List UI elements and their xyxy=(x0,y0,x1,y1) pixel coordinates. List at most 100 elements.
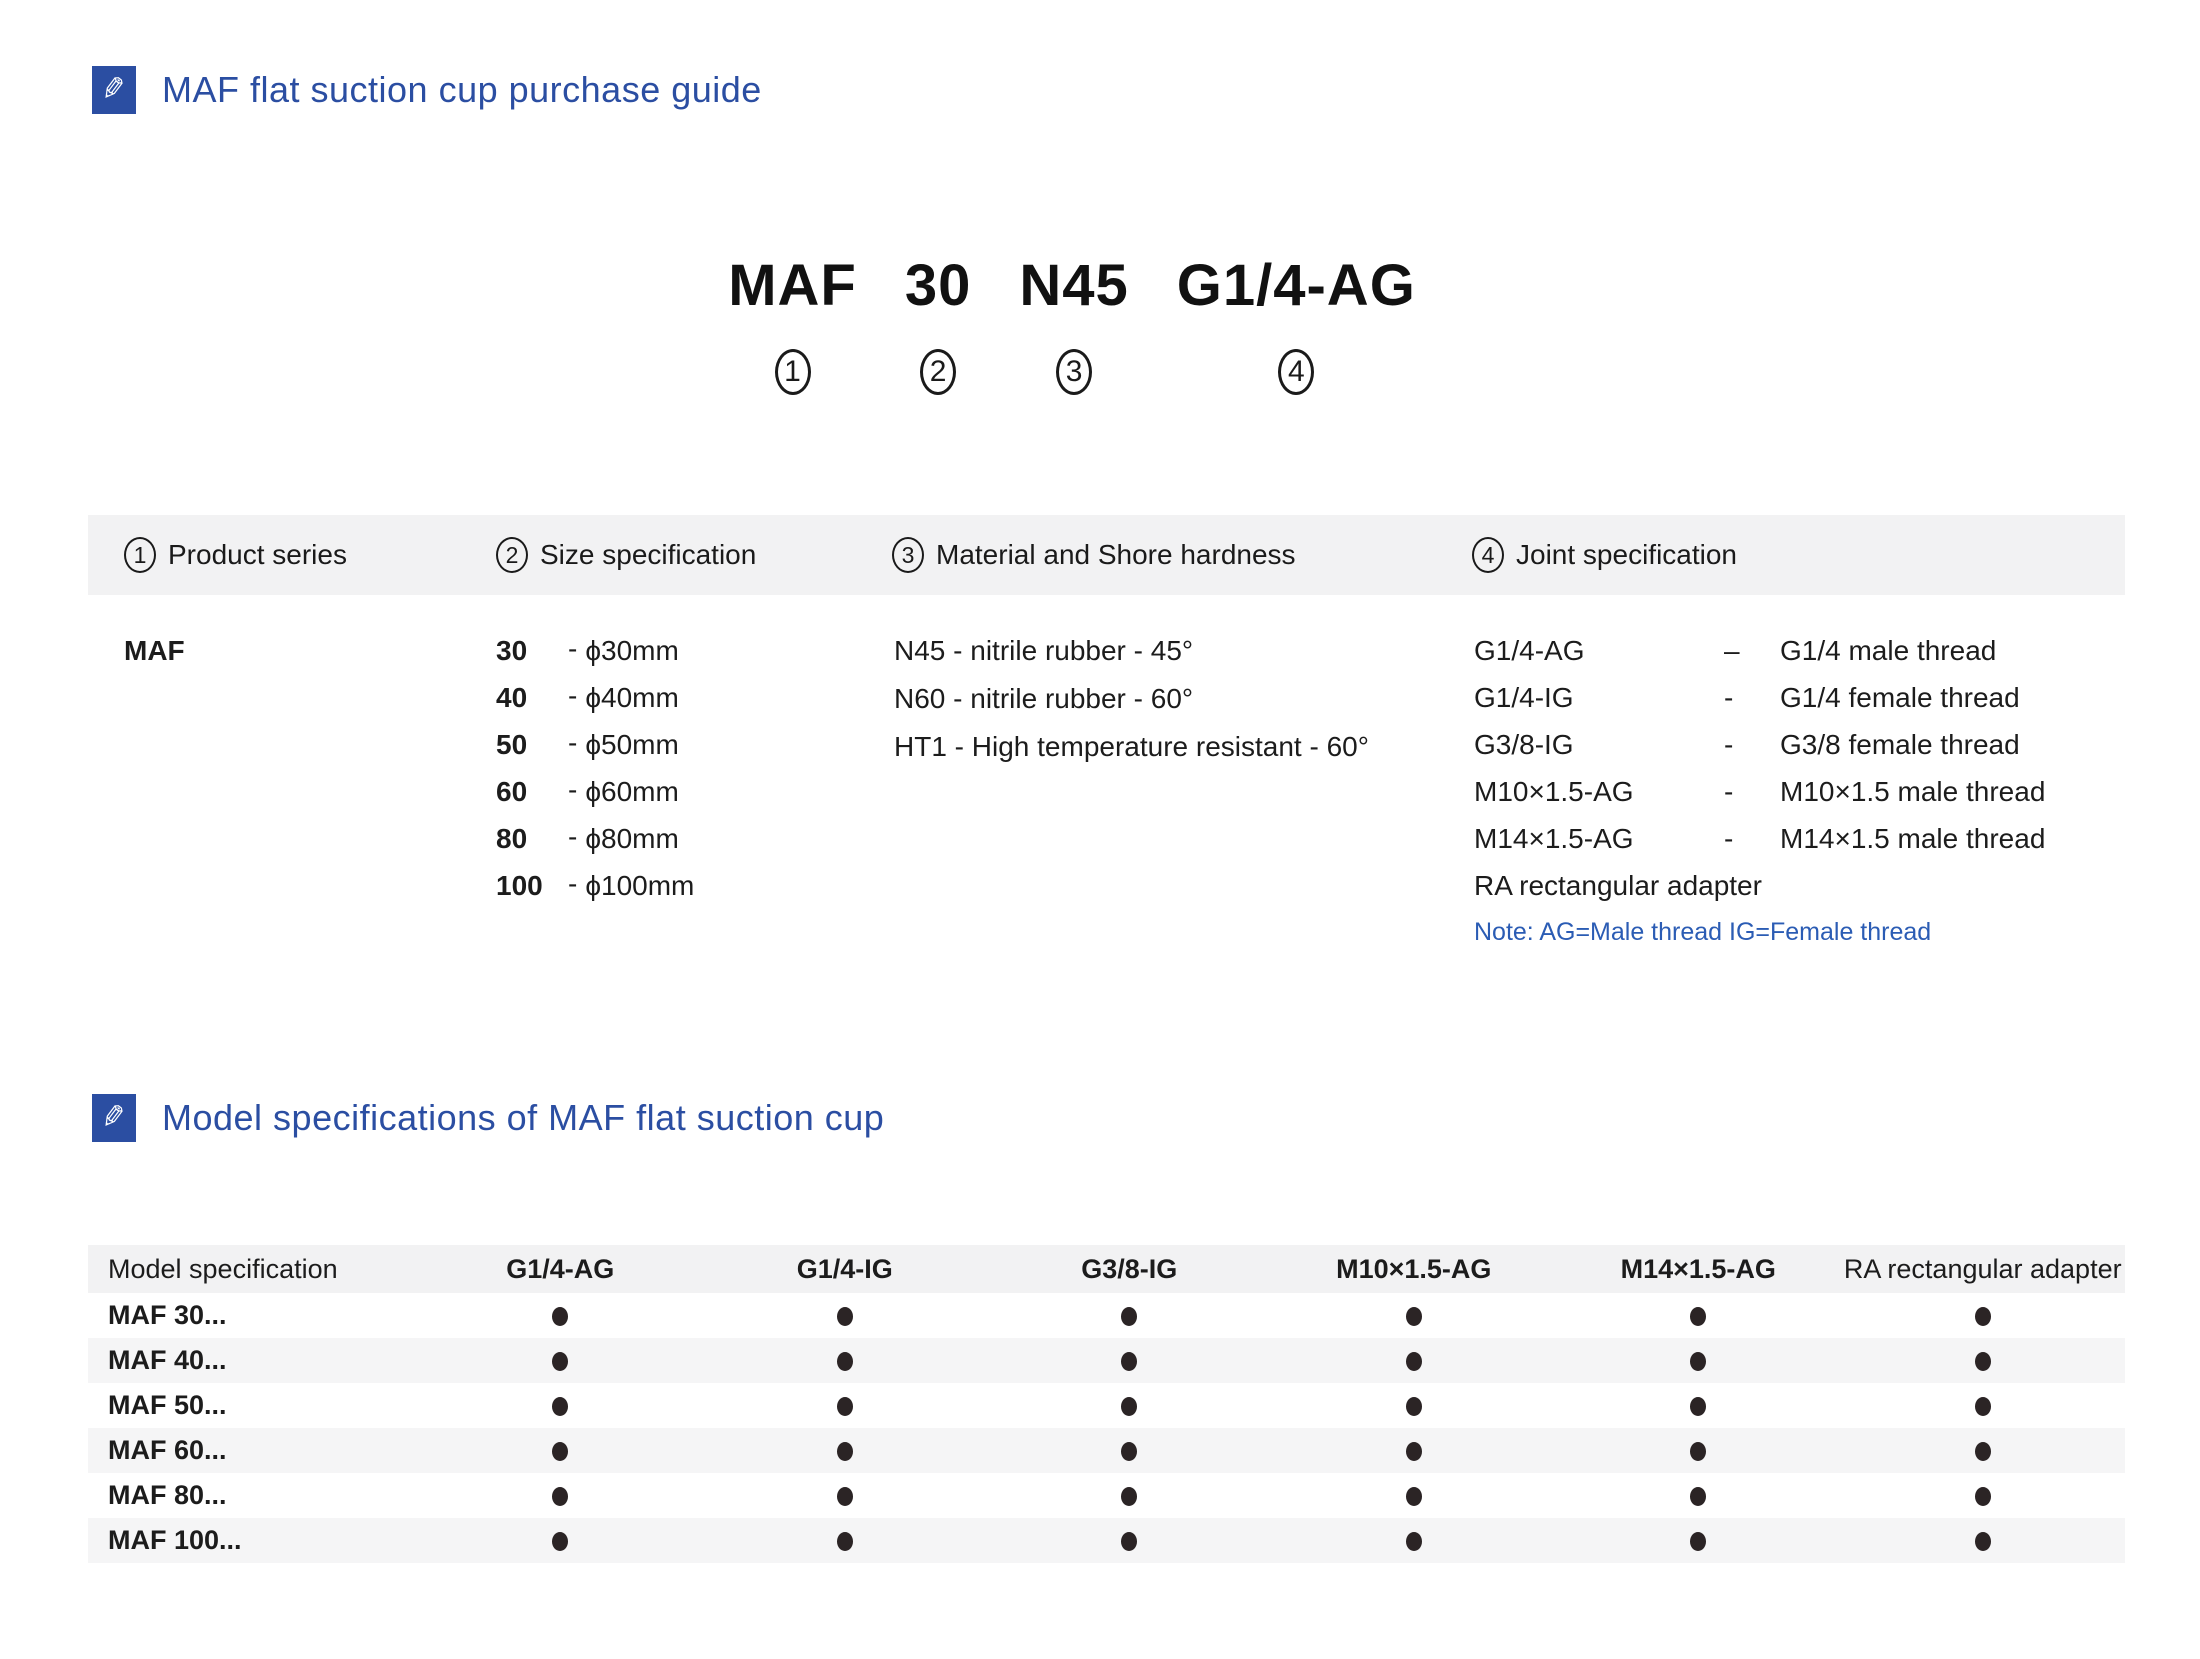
circled-number-4: 4 xyxy=(1472,537,1504,573)
availability-dot xyxy=(1556,1480,1841,1511)
circled-number-4: 4 xyxy=(1278,349,1315,395)
model-code-example: MAF 1 30 2 N45 3 G1/4-AG 4 xyxy=(0,252,2200,395)
size-list: 30 - ϕ30mm 40 - ϕ40mm 50 - ϕ50mm 60 - ϕ60mm … xyxy=(488,627,888,909)
circled-number-2: 2 xyxy=(920,349,957,395)
availability-dot xyxy=(703,1345,988,1376)
joint-item: M14×1.5-AG - M14×1.5 male thread xyxy=(1474,822,2046,854)
availability-dot xyxy=(703,1435,988,1466)
guide-table-body: MAF 30 - ϕ30mm 40 - ϕ40mm 50 - ϕ50mm 60 - ϕ6… xyxy=(88,595,2125,947)
circled-number-1: 1 xyxy=(124,537,156,573)
availability-dot xyxy=(418,1345,703,1376)
availability-dot xyxy=(418,1300,703,1331)
availability-dot xyxy=(1841,1435,2126,1466)
pencil-icon: ✎ xyxy=(92,66,136,114)
section-title: Model specifications of MAF flat suction… xyxy=(162,1097,885,1138)
spec-table-header: Model specification G1/4-AG G1/4-IG G3/8… xyxy=(88,1245,2125,1293)
column-header: G1/4-AG xyxy=(506,1253,615,1284)
column-label: Product series xyxy=(168,539,347,570)
availability-dot xyxy=(1272,1300,1557,1331)
table-row: MAF 30... xyxy=(88,1293,2125,1338)
material-item: HT1 - High temperature resistant - 60° xyxy=(894,731,1369,762)
availability-dot xyxy=(987,1480,1272,1511)
column-header: M14×1.5-AG xyxy=(1620,1253,1776,1284)
model-specs-header: ✎ Model specifications of MAF flat sucti… xyxy=(92,1094,884,1142)
code-part-size: 30 2 xyxy=(905,252,972,395)
joint-item: M10×1.5-AG - M10×1.5 male thread xyxy=(1474,775,2046,807)
column-header: RA rectangular adapter xyxy=(1843,1253,2122,1284)
table-row: MAF 100... xyxy=(88,1518,2125,1563)
availability-dot xyxy=(703,1480,988,1511)
availability-dot xyxy=(1556,1435,1841,1466)
header-size-specification: 2 Size specification xyxy=(488,537,888,573)
availability-dot xyxy=(1272,1345,1557,1376)
purchase-guide-header: ✎ MAF flat suction cup purchase guide xyxy=(92,66,762,114)
pencil-icon: ✎ xyxy=(92,1094,136,1142)
size-item: 80 - ϕ80mm xyxy=(496,820,679,854)
joint-list: G1/4-AG – G1/4 male thread G1/4-IG - G1/… xyxy=(1468,627,2125,947)
availability-dot xyxy=(418,1390,703,1421)
size-item: 40 - ϕ40mm xyxy=(496,679,679,713)
availability-dot xyxy=(1841,1390,2126,1421)
code-part-material: N45 3 xyxy=(1019,252,1128,395)
availability-dot xyxy=(703,1525,988,1556)
header-product-series: 1 Product series xyxy=(88,537,488,573)
availability-dot xyxy=(418,1480,703,1511)
circled-number-1: 1 xyxy=(774,349,811,395)
availability-dot xyxy=(1556,1525,1841,1556)
code-text: N45 xyxy=(1019,253,1129,318)
circled-number-2: 2 xyxy=(496,537,528,573)
availability-dot xyxy=(418,1525,703,1556)
column-label: Joint specification xyxy=(1516,539,1738,570)
availability-dot xyxy=(987,1435,1272,1466)
availability-dot xyxy=(1272,1390,1557,1421)
joint-ra-adapter: RA rectangular adapter xyxy=(1474,870,1762,901)
circled-number-3: 3 xyxy=(1056,349,1093,395)
size-item: 100 - ϕ100mm xyxy=(496,867,695,901)
code-part-joint: G1/4-AG 4 xyxy=(1177,252,1416,395)
availability-dot xyxy=(703,1300,988,1331)
joint-item: G1/4-IG - G1/4 female thread xyxy=(1474,681,2020,713)
product-series-value: MAF xyxy=(124,635,185,666)
header-joint-specification: 4 Joint specification xyxy=(1468,537,2125,573)
table-row: MAF 40... xyxy=(88,1338,2125,1383)
availability-dot xyxy=(1556,1390,1841,1421)
availability-dot xyxy=(987,1525,1272,1556)
page-title: MAF flat suction cup purchase guide xyxy=(162,69,762,110)
availability-dot xyxy=(987,1345,1272,1376)
table-row: MAF 60... xyxy=(88,1428,2125,1473)
availability-dot xyxy=(1272,1525,1557,1556)
availability-dot xyxy=(1841,1480,2126,1511)
column-label: Size specification xyxy=(540,539,757,570)
availability-dot xyxy=(703,1390,988,1421)
availability-dot xyxy=(1841,1300,2126,1331)
code-text: 30 xyxy=(904,253,972,318)
joint-item: G1/4-AG – G1/4 male thread xyxy=(1474,634,1997,666)
material-item: N45 - nitrile rubber - 45° xyxy=(894,635,1194,666)
header-material-hardness: 3 Material and Shore hardness xyxy=(888,537,1468,573)
availability-dot xyxy=(1272,1480,1557,1511)
column-header: G1/4-IG xyxy=(796,1253,893,1284)
availability-dot xyxy=(1841,1345,2126,1376)
availability-dot xyxy=(1272,1435,1557,1466)
column-header: Model specification xyxy=(108,1253,338,1284)
availability-dot xyxy=(987,1390,1272,1421)
code-part-series: MAF 1 xyxy=(728,252,857,395)
size-item: 50 - ϕ50mm xyxy=(496,726,679,760)
size-item: 60 - ϕ60mm xyxy=(496,773,679,807)
availability-dot xyxy=(1556,1300,1841,1331)
purchase-guide-table: 1 Product series 2 Size specification 3 … xyxy=(88,515,2125,947)
guide-table-header: 1 Product series 2 Size specification 3 … xyxy=(88,515,2125,595)
size-item: 30 - ϕ30mm xyxy=(496,632,679,666)
code-text: MAF xyxy=(728,253,857,318)
table-row: MAF 80... xyxy=(88,1473,2125,1518)
material-item: N60 - nitrile rubber - 60° xyxy=(894,683,1194,714)
material-list: N45 - nitrile rubber - 45° N60 - nitrile… xyxy=(888,627,1468,771)
model-spec-table: Model specification G1/4-AG G1/4-IG G3/8… xyxy=(88,1245,2125,1563)
column-label: Material and Shore hardness xyxy=(936,539,1296,570)
column-header: M10×1.5-AG xyxy=(1336,1253,1492,1284)
thread-note: Note: AG=Male thread IG=Female thread xyxy=(1474,918,1932,946)
availability-dot xyxy=(418,1435,703,1466)
joint-item: G3/8-IG - G3/8 female thread xyxy=(1474,728,2020,760)
column-header: G3/8-IG xyxy=(1081,1253,1178,1284)
